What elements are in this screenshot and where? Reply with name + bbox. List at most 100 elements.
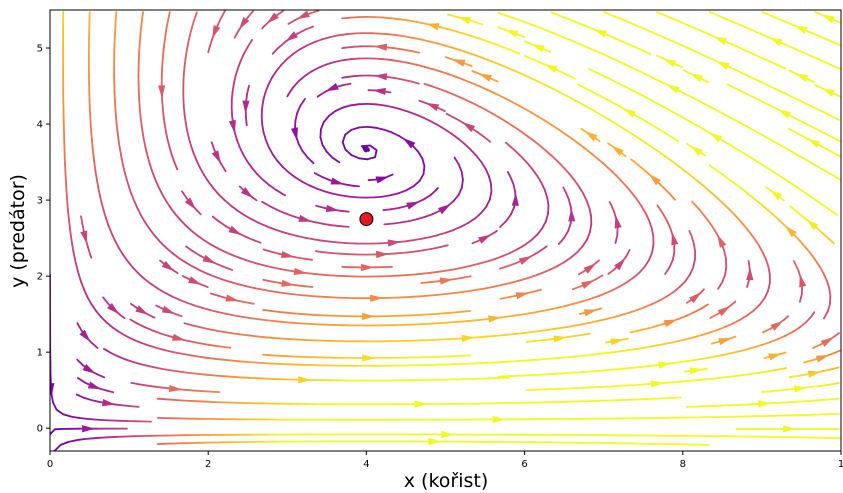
streamline-segment (802, 190, 811, 197)
streamline-segment (793, 400, 804, 403)
streamline-segment (524, 40, 529, 44)
streamline-segment (232, 75, 237, 85)
streamline-segment (763, 205, 772, 214)
streamline-segment (620, 349, 630, 353)
streamline-arrow (135, 305, 149, 315)
streamline-segment (422, 194, 432, 201)
streamline-segment (774, 367, 785, 372)
streamline-segment (505, 333, 516, 336)
streamline-segment (636, 346, 647, 350)
streamline-segment (721, 352, 731, 357)
streamline-segment (677, 315, 687, 320)
streamline-segment (615, 174, 623, 183)
streamline-segment (248, 334, 259, 338)
streamline-segment (191, 340, 202, 345)
streamline-segment (452, 291, 463, 295)
streamline-segment (833, 332, 840, 338)
streamline-arrow (768, 353, 782, 361)
streamline-segment (399, 108, 410, 113)
streamline-segment (262, 288, 273, 293)
streamline-segment (68, 226, 72, 237)
streamline-segment (643, 28, 654, 34)
streamline-arrow (202, 254, 216, 264)
streamline-segment (232, 332, 243, 336)
streamline-segment (156, 397, 167, 401)
streamline-segment (318, 90, 328, 96)
x-axis-label: x (kořist) (404, 470, 489, 492)
streamline-segment (674, 41, 684, 47)
streamline-segment (597, 157, 605, 166)
streamline-segment (132, 361, 143, 366)
streamline-segment (763, 290, 769, 300)
streamline-segment (382, 16, 393, 20)
streamline-segment (603, 163, 611, 171)
streamline-segment (602, 115, 611, 122)
streamline-segment (509, 145, 517, 153)
streamline-segment (539, 373, 550, 376)
streamline-segment (725, 142, 735, 149)
streamline-segment (299, 44, 309, 51)
streamline-segment (576, 245, 584, 254)
streamline-segment (565, 17, 576, 23)
streamline-segment (823, 310, 829, 320)
streamline-segment (420, 236, 431, 240)
streamline-segment (207, 46, 211, 54)
streamline-segment (540, 182, 546, 192)
streamline-segment (165, 19, 170, 29)
streamline-segment (350, 154, 361, 160)
streamline-segment (277, 41, 286, 49)
streamline-segment (295, 312, 306, 316)
streamline-segment (499, 220, 507, 228)
streamline-segment (793, 97, 803, 103)
streamline-segment (603, 289, 614, 295)
streamline-segment (114, 239, 120, 249)
streamline-segment (137, 272, 146, 280)
streamline-segment (144, 221, 151, 231)
streamline-segment (675, 380, 686, 383)
streamline-segment (328, 110, 337, 117)
streamline-arrow (461, 334, 475, 342)
streamline-segment (571, 137, 580, 145)
streamline-segment (647, 97, 657, 104)
streamline-segment (509, 279, 520, 284)
streamline-segment (367, 178, 378, 182)
streamline-segment (436, 293, 447, 296)
streamline-segment (685, 336, 695, 341)
streamline-segment (80, 215, 84, 226)
streamline-segment (91, 146, 95, 157)
streamline-arrow (623, 108, 637, 118)
streamline-segment (726, 18, 736, 24)
streamline-segment (151, 329, 162, 335)
streamline-segment (314, 250, 326, 254)
streamline-segment (322, 114, 330, 123)
streamline-segment (287, 18, 297, 25)
streamline-segment (161, 106, 165, 117)
streamline-segment (732, 212, 741, 221)
streamline-arrow (362, 312, 376, 320)
streamline-segment (199, 167, 206, 177)
streamline-segment (261, 200, 271, 207)
streamline-segment (529, 57, 539, 63)
streamline-segment (455, 76, 465, 81)
streamline-segment (681, 44, 691, 50)
streamline-segment (217, 247, 227, 254)
streamline-segment (730, 300, 737, 306)
streamline-segment (659, 34, 669, 40)
streamline-segment (420, 271, 431, 275)
streamline-segment (75, 438, 86, 442)
streamline-segment (344, 75, 355, 79)
streamline-segment (296, 235, 307, 239)
streamline-segment (149, 228, 156, 237)
streamline-segment (462, 62, 473, 67)
streamline-segment (520, 359, 531, 362)
streamline-segment (521, 73, 531, 79)
streamline-segment (304, 236, 315, 241)
streamline-segment (100, 201, 105, 212)
streamline-segment (271, 266, 282, 271)
streamline-segment (148, 161, 153, 172)
streamline-segment (65, 194, 69, 205)
streamline-segment (292, 48, 301, 55)
streamline-segment (505, 121, 515, 128)
streamline-segment (795, 131, 805, 138)
